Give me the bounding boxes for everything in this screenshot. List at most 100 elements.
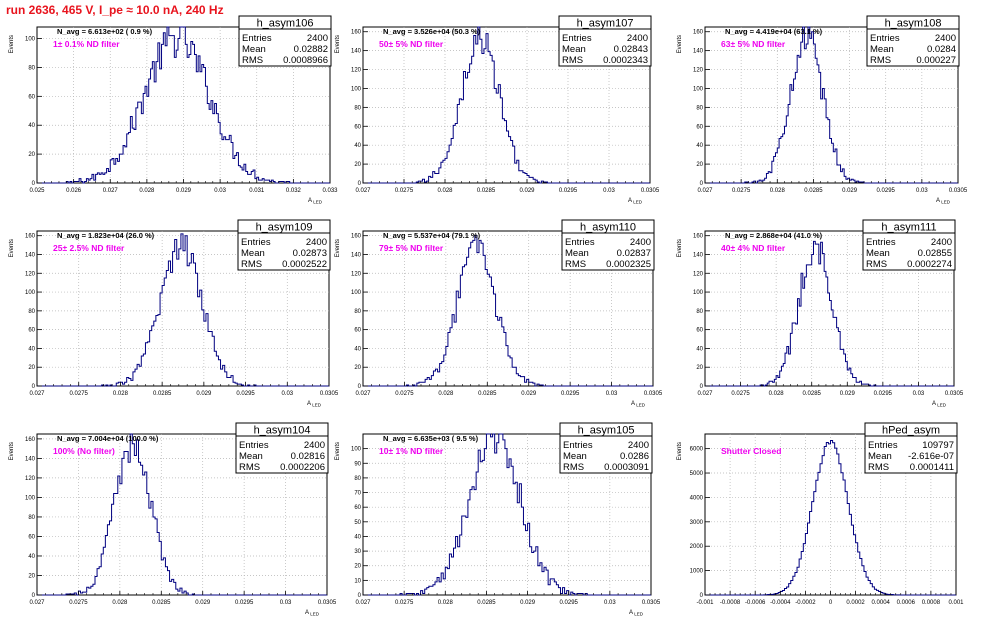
x-tick-label: 0.0275 (731, 391, 750, 397)
y-tick-label: 160 (693, 234, 704, 240)
x-tick-label: 0.03 (916, 188, 928, 194)
stats-value: 0.02843 (614, 44, 648, 55)
navg-label: N_avg = 5.537e+04 (79.1 %) (383, 231, 481, 240)
stats-label: Mean (866, 248, 890, 259)
filter-label: 50± 5% ND filter (379, 39, 444, 49)
x-axis-title: A LED (932, 401, 947, 408)
y-tick-label: 120 (351, 68, 362, 74)
stats-value: 2400 (304, 440, 325, 451)
y-tick-label: 80 (354, 309, 361, 315)
x-tick-label: 0.026 (66, 188, 82, 194)
x-tick-label: 0.033 (322, 188, 338, 194)
y-axis-title: Events (9, 239, 15, 257)
stats-label: Mean (565, 248, 589, 259)
histogram-panel-hPed_asym: -0.001 -0.0008 -0.0006 -0.0004 -0.0002 0 0.000… (677, 422, 964, 606)
stats-value: 109797 (922, 440, 954, 451)
y-tick-label: 20 (28, 573, 35, 579)
x-axis-title: A LED (936, 198, 951, 205)
navg-label: N_avg = 6.613e+02 ( 0.9 %) (57, 27, 153, 36)
x-tick-label: 0.0305 (641, 188, 660, 194)
stats-label: Entries (563, 440, 593, 451)
y-tick-label: 40 (28, 123, 35, 129)
x-tick-label: 0.029 (176, 188, 192, 194)
y-tick-label: 6000 (690, 447, 704, 453)
stats-label: Entries (242, 33, 272, 44)
x-tick-label: 0.028 (770, 188, 786, 194)
stats-label: Entries (565, 237, 595, 248)
x-axis-title: A LED (308, 198, 323, 205)
y-tick-label: 0 (32, 181, 36, 187)
filter-label: 79± 5% ND filter (379, 243, 444, 253)
x-tick-label: 0.0285 (153, 391, 172, 397)
y-tick-label: 60 (354, 124, 361, 130)
x-tick-label: 0.0295 (560, 600, 579, 606)
y-tick-label: 10 (354, 578, 361, 584)
x-tick-label: 0 (829, 600, 833, 606)
x-axis-title: A LED (628, 198, 643, 205)
y-tick-label: 40 (696, 143, 703, 149)
y-tick-label: 0 (700, 384, 704, 390)
stats-value: 2400 (307, 33, 328, 44)
stats-label: RMS (870, 55, 891, 66)
stats-value: 2400 (306, 237, 327, 248)
y-tick-label: 20 (28, 152, 35, 158)
y-tick-label: 80 (28, 309, 35, 315)
y-axis-title: Events (335, 35, 341, 53)
filter-label: 10± 1% ND filter (379, 446, 444, 456)
x-tick-label: 0.031 (249, 188, 265, 194)
stats-value: 0.02855 (918, 248, 952, 259)
y-tick-label: 140 (693, 252, 704, 258)
y-tick-label: 140 (25, 252, 36, 258)
y-tick-label: 0 (358, 181, 362, 187)
x-tick-label: 0.027 (697, 391, 713, 397)
y-tick-label: 140 (351, 252, 362, 258)
histogram-name: h_asym106 (257, 18, 314, 30)
y-tick-label: 100 (351, 447, 362, 453)
stats-label: RMS (239, 462, 260, 473)
stats-value: 0.0002343 (603, 55, 648, 66)
x-tick-label: 0.0002 (846, 600, 865, 606)
x-tick-label: 0.0295 (561, 391, 580, 397)
filter-label: 40± 4% ND filter (721, 243, 786, 253)
histogram-name: h_asym111 (881, 222, 936, 234)
stats-label: RMS (563, 462, 584, 473)
x-tick-label: 0.0305 (320, 391, 339, 397)
x-tick-label: -0.0008 (720, 600, 741, 606)
y-axis-title: Events (9, 442, 15, 460)
x-tick-label: 0.0275 (395, 391, 414, 397)
y-tick-label: 120 (25, 271, 36, 277)
stats-value: 2400 (935, 33, 956, 44)
stats-value: 2400 (630, 237, 651, 248)
histogram-panel-h_asym104: 0.027 0.0275 0.028 0.0285 0.029 0.0295 0.03 0.0… (9, 422, 337, 617)
histogram-panel-h_asym110: 0.027 0.0275 0.028 0.0285 0.029 0.0295 0.03 0.0… (335, 219, 663, 408)
navg-label: N_avg = 6.635e+03 ( 9.5 %) (383, 434, 479, 443)
stats-box (866, 15, 960, 67)
stats-label: RMS (565, 259, 586, 270)
y-tick-label: 60 (696, 328, 703, 334)
y-tick-label: 80 (696, 105, 703, 111)
x-tick-label: 0.0275 (69, 600, 88, 606)
y-tick-label: 80 (354, 476, 361, 482)
stats-label: Mean (562, 44, 586, 55)
y-tick-label: 1000 (690, 569, 704, 575)
histogram-series (363, 26, 650, 184)
histogram-series (363, 433, 651, 596)
y-tick-label: 80 (354, 105, 361, 111)
stats-value: 0.02882 (294, 44, 328, 55)
y-axis-title: Events (677, 239, 683, 257)
x-axis-title: A LED (631, 401, 646, 408)
y-axis-title: Events (677, 35, 683, 53)
y-tick-label: 160 (351, 30, 362, 36)
y-tick-label: 60 (354, 505, 361, 511)
histogram-name: h_asym109 (256, 222, 313, 234)
histogram-name: h_asym107 (577, 18, 634, 30)
stats-value: 0.000227 (916, 55, 956, 66)
x-tick-label: 0.0275 (395, 600, 414, 606)
x-tick-label: 0.0295 (877, 188, 896, 194)
y-tick-label: 140 (693, 49, 704, 55)
stats-value: 0.0001411 (910, 462, 954, 473)
y-tick-label: 100 (25, 495, 36, 501)
histogram-name: h_asym104 (254, 425, 311, 437)
y-tick-label: 100 (693, 290, 704, 296)
filter-label: 100% (No filter) (53, 446, 115, 456)
